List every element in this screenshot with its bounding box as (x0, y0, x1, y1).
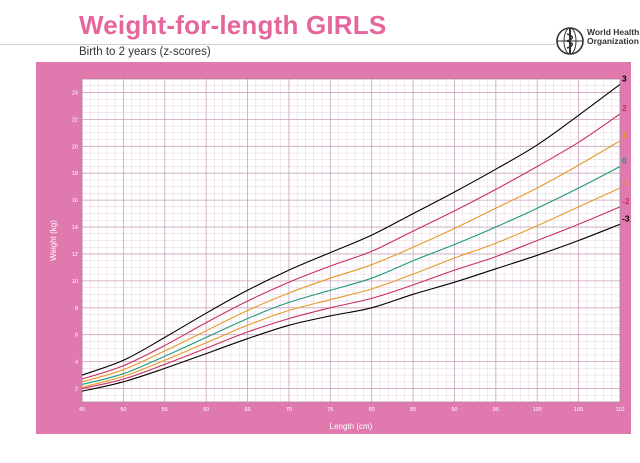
chart-frame: 4550556065707580859095100105110224466881… (36, 62, 631, 434)
x-tick-label: 100 (533, 407, 542, 413)
x-tick-label: 70 (286, 407, 292, 413)
x-tick-label: 90 (451, 407, 457, 413)
y-tick-label-left: 12 (72, 252, 78, 258)
growth-chart: 4550556065707580859095100105110224466881… (49, 73, 630, 431)
y-tick-label-left: 20 (72, 144, 78, 150)
y-tick-label-left: 8 (75, 306, 78, 312)
x-axis-label: Length (cm) (330, 422, 373, 431)
series-line-z0 (81, 166, 621, 386)
x-tick-label: 95 (493, 407, 499, 413)
y-tick-label-left: 4 (75, 360, 78, 366)
x-tick-label: 55 (162, 407, 168, 413)
plot-border (81, 78, 621, 403)
series-line-z-1 (81, 187, 621, 388)
series-label-z-1: -1 (622, 177, 630, 187)
x-tick-label: 50 (120, 407, 126, 413)
x-tick-label: 45 (79, 407, 85, 413)
series-label-z3: 3 (622, 73, 627, 83)
series-line-z2 (81, 113, 621, 380)
org-name-line2: Organization (587, 36, 639, 46)
series-line-z-3 (81, 223, 621, 392)
y-tick-label-left: 2 (75, 387, 78, 393)
header-divider (0, 44, 555, 45)
y-axis-label: Weight (kg) (49, 220, 58, 261)
series-label-z-2: -2 (622, 196, 630, 206)
page-subtitle: Birth to 2 years (z-scores) (79, 46, 211, 58)
org-name-line1: World Health (587, 27, 640, 37)
x-tick-label: 75 (327, 407, 333, 413)
x-tick-label: 110 (616, 407, 625, 413)
series-line-z-2 (81, 206, 621, 390)
y-tick-label-left: 6 (75, 333, 78, 339)
who-emblem-icon (556, 27, 584, 55)
series-label-z2: 2 (622, 103, 627, 113)
series-line-z3 (81, 83, 621, 376)
page-title: Weight-for-length GIRLS (79, 10, 387, 40)
y-tick-label-left: 10 (72, 279, 78, 285)
series-label-z-3: -3 (622, 213, 630, 223)
who-logo: World Health Organization (555, 26, 639, 56)
series-label-z1: 1 (622, 130, 627, 140)
y-tick-label-left: 22 (72, 117, 78, 123)
x-tick-label: 80 (369, 407, 375, 413)
series-line-z1 (81, 140, 621, 383)
x-tick-label: 85 (410, 407, 416, 413)
series-label-z0: 0 (622, 155, 627, 165)
x-tick-label: 60 (203, 407, 209, 413)
y-tick-label-left: 16 (72, 198, 78, 204)
y-tick-label-left: 14 (72, 225, 78, 231)
x-tick-label: 105 (574, 407, 583, 413)
x-tick-label: 65 (244, 407, 250, 413)
y-tick-label-left: 18 (72, 171, 78, 177)
y-tick-label-left: 24 (72, 90, 78, 96)
